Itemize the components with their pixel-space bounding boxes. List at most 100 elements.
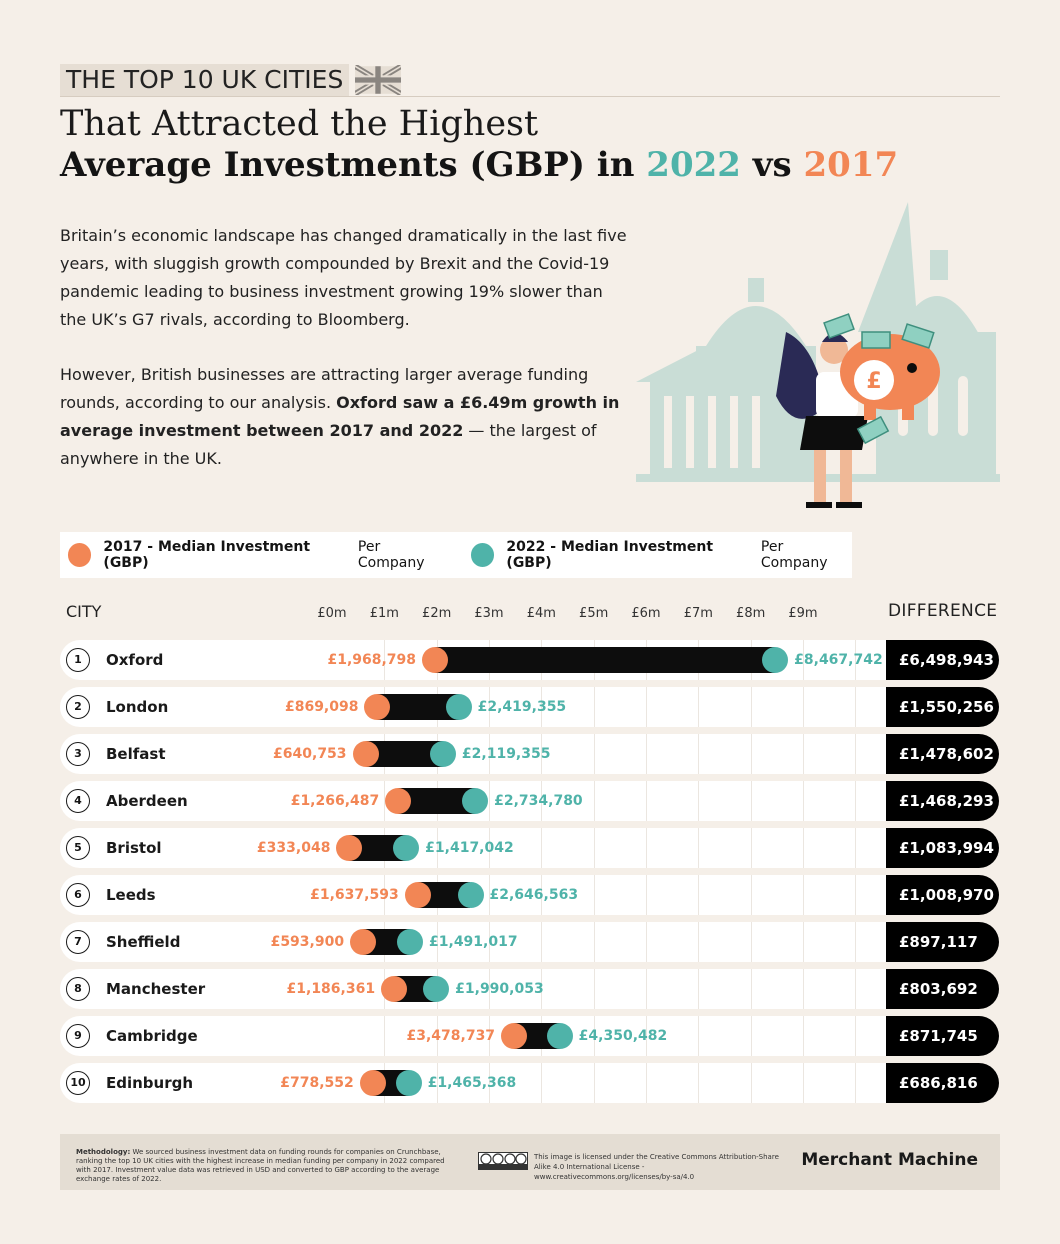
- title-vs: vs: [740, 145, 804, 185]
- value-label-2022: £2,119,355: [461, 746, 551, 762]
- gridline: [384, 640, 386, 680]
- point-2017: [350, 929, 377, 955]
- gridline: [488, 734, 490, 774]
- value-label-2017: £593,900: [270, 934, 345, 950]
- x-tick-label: £0m: [317, 606, 347, 621]
- gridline: [698, 687, 700, 727]
- rank-badge: 5: [66, 836, 90, 860]
- title-prefix: Average Investments (GBP) in: [60, 145, 647, 185]
- point-2017: [385, 788, 412, 814]
- value-label-2022: £1,491,017: [429, 934, 518, 950]
- gridline: [593, 828, 595, 868]
- city-name: London: [106, 698, 169, 716]
- table-row: 9 Cambridge £3,478,737 £4,350,482: [60, 1016, 890, 1056]
- city-name: Manchester: [106, 980, 206, 998]
- gridline: [698, 781, 700, 821]
- gridline: [541, 734, 543, 774]
- gridline: [541, 1063, 543, 1103]
- value-label-2017: £3,478,737: [406, 1028, 496, 1044]
- gridline: [698, 1063, 700, 1103]
- rank-badge: 3: [66, 742, 90, 766]
- intro-p2-end: — the largest of anywhere in the UK.: [60, 421, 597, 468]
- table-row: 4 Aberdeen £1,266,487 £2,734,780: [60, 781, 890, 821]
- gridline: [750, 828, 752, 868]
- title-year-2017: 2017: [803, 145, 899, 185]
- point-2022: [395, 1070, 422, 1096]
- gridline: [384, 1016, 386, 1056]
- gridline: [750, 781, 752, 821]
- creative-commons-icon: [478, 1152, 528, 1170]
- intro-paragraph-2: However, British businesses are attracti…: [60, 361, 630, 473]
- x-tick-label: £6m: [631, 606, 661, 621]
- rank-badge: 7: [66, 930, 90, 954]
- gridline: [488, 687, 490, 727]
- difference-value: £1,083,994: [886, 828, 999, 868]
- value-label-2022: £2,419,355: [477, 699, 567, 715]
- gridline: [541, 828, 543, 868]
- point-2022: [429, 741, 456, 767]
- rank-badge: 9: [66, 1024, 90, 1048]
- gridline: [593, 922, 595, 962]
- point-2017: [352, 741, 379, 767]
- city-name: Aberdeen: [106, 792, 188, 810]
- point-2022: [393, 835, 420, 861]
- page-title-line1: That Attracted the Highest: [60, 104, 539, 144]
- city-name: Belfast: [106, 745, 166, 763]
- gridline: [593, 734, 595, 774]
- table-row: 8 Manchester £1,186,361 £1,990,053: [60, 969, 890, 1009]
- dumbbell-bar: [377, 694, 459, 720]
- gridline: [436, 922, 438, 962]
- gridline: [645, 687, 647, 727]
- gridline: [802, 687, 804, 727]
- value-label-2022: £1,990,053: [455, 981, 544, 997]
- x-tick-label: £3m: [474, 606, 504, 621]
- intro-p2-highlight: Oxford saw a £6.49m growth in average in…: [60, 393, 620, 440]
- gridline: [750, 875, 752, 915]
- gridline: [645, 828, 647, 868]
- x-tick-label: £5m: [579, 606, 609, 621]
- x-tick-label: £4m: [526, 606, 556, 621]
- gridline: [488, 922, 490, 962]
- value-label-2017: £333,048: [256, 840, 331, 856]
- value-label-2022: £8,467,742: [794, 652, 883, 668]
- value-label-2017: £778,552: [280, 1075, 354, 1091]
- point-2022: [423, 976, 450, 1002]
- gridline: [698, 734, 700, 774]
- gridline: [645, 875, 647, 915]
- value-label-2017: £869,098: [284, 699, 359, 715]
- dumbbell-bar: [435, 647, 776, 673]
- value-label-2022: £4,350,482: [578, 1028, 668, 1044]
- gridline: [698, 1016, 700, 1056]
- rank-badge: 6: [66, 883, 90, 907]
- point-2017: [404, 882, 431, 908]
- rank-badge: 10: [66, 1071, 90, 1095]
- gridline: [593, 1016, 595, 1056]
- difference-value: £871,745: [886, 1016, 999, 1056]
- gridline: [750, 1016, 752, 1056]
- methodology-text: We sourced business investment data on f…: [76, 1148, 445, 1183]
- gridline: [855, 922, 857, 962]
- point-2017: [336, 835, 363, 861]
- value-label-2017: £1,186,361: [286, 981, 376, 997]
- column-header-city: CITY: [66, 602, 102, 621]
- city-name: Bristol: [106, 839, 162, 857]
- gridline: [436, 828, 438, 868]
- legend-2017-bold: 2017 - Median Investment (GBP): [103, 539, 311, 571]
- legend-item-2017: 2017 - Median Investment (GBP) Per Compa…: [68, 539, 449, 571]
- gridline: [541, 687, 543, 727]
- gridline: [488, 1063, 490, 1103]
- gridline: [645, 1063, 647, 1103]
- x-tick-label: £2m: [422, 606, 452, 621]
- rank-badge: 4: [66, 789, 90, 813]
- legend-2022-bold: 2022 - Median Investment (GBP): [506, 539, 714, 571]
- table-row: 5 Bristol £333,048 £1,417,042: [60, 828, 890, 868]
- gridline: [645, 969, 647, 1009]
- gridline: [593, 687, 595, 727]
- gridline: [750, 1063, 752, 1103]
- gridline: [802, 969, 804, 1009]
- gridline: [698, 922, 700, 962]
- rank-badge: 2: [66, 695, 90, 719]
- gridline: [698, 969, 700, 1009]
- gridline: [593, 875, 595, 915]
- gridline: [855, 1063, 857, 1103]
